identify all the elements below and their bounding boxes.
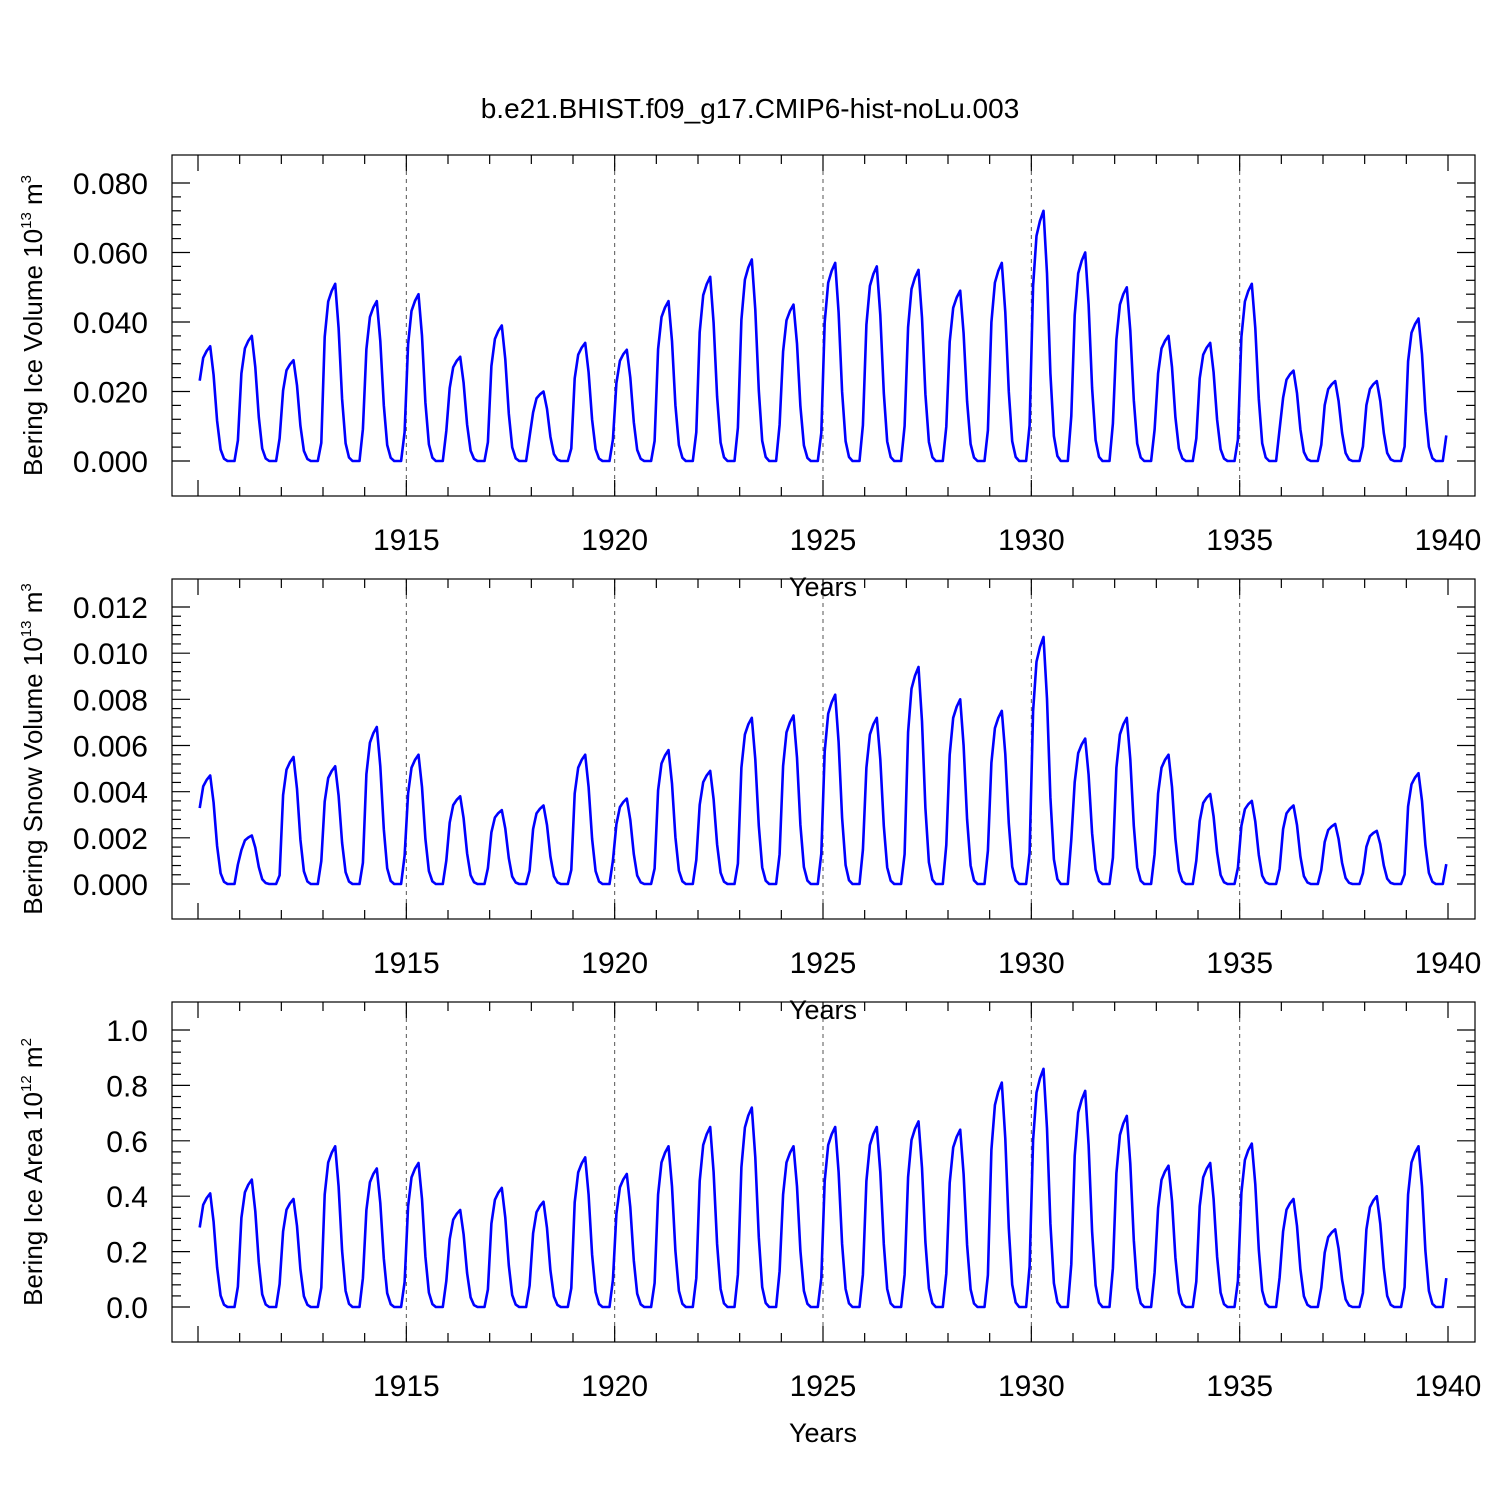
x-tick-label: 1930 bbox=[998, 947, 1065, 980]
x-tick-label: 1920 bbox=[581, 524, 648, 557]
y-tick-label: 0.000 bbox=[73, 446, 148, 479]
x-tick-label: 1915 bbox=[373, 1370, 440, 1403]
x-tick-label: 1925 bbox=[790, 524, 857, 557]
y-tick-label: 0.8 bbox=[106, 1070, 148, 1103]
x-tick-label: 1925 bbox=[790, 1370, 857, 1403]
y-tick-label: 0.6 bbox=[106, 1126, 148, 1159]
x-tick-label: 1915 bbox=[373, 524, 440, 557]
y-axis-label: Bering Ice Volume 1013 m3 bbox=[18, 175, 48, 476]
series-line bbox=[198, 1067, 1448, 1309]
series-line bbox=[198, 209, 1448, 463]
x-tick-label: 1920 bbox=[581, 947, 648, 980]
y-tick-label: 0.006 bbox=[73, 731, 148, 764]
x-tick-label: 1925 bbox=[790, 947, 857, 980]
y-tick-label: 1.0 bbox=[106, 1015, 148, 1048]
x-tick-label: 1940 bbox=[1415, 1370, 1482, 1403]
y-tick-label: 0.012 bbox=[73, 592, 148, 625]
y-tick-label: 0.040 bbox=[73, 307, 148, 340]
y-tick-label: 0.002 bbox=[73, 823, 148, 856]
x-tick-label: 1930 bbox=[998, 1370, 1065, 1403]
chart-panel-1: 0.000 0.020 0.040 0.060 0.080 1915 1920 1925 193… bbox=[18, 154, 1482, 602]
chart-panel-3: 0.0 0.2 0.4 0.6 0.8 1.0 1915 1920 1925 1930 1935 19… bbox=[18, 1001, 1482, 1448]
y-axis-label: Bering Snow Volume 1013 m3 bbox=[18, 583, 48, 914]
y-tick-label: 0.004 bbox=[73, 777, 148, 810]
y-tick-label: 0.060 bbox=[73, 238, 148, 271]
y-tick-label: 0.0 bbox=[106, 1292, 148, 1325]
x-tick-label: 1930 bbox=[998, 524, 1065, 557]
chart-panels: 0.000 0.020 0.040 0.060 0.080 1915 1920 1925 193… bbox=[18, 154, 1482, 1448]
y-axis-label: Bering Ice Area 1012 m2 bbox=[18, 1038, 48, 1306]
x-tick-label: 1915 bbox=[373, 947, 440, 980]
x-tick-label: 1935 bbox=[1206, 1370, 1273, 1403]
y-tick-label: 0.008 bbox=[73, 684, 148, 717]
x-tick-label: 1935 bbox=[1206, 524, 1273, 557]
x-tick-label: 1920 bbox=[581, 1370, 648, 1403]
y-tick-label: 0.080 bbox=[73, 168, 148, 201]
figure-title: b.e21.BHIST.f09_g17.CMIP6-hist-noLu.003 bbox=[481, 93, 1020, 124]
x-tick-label: 1935 bbox=[1206, 947, 1273, 980]
chart-panel-2: 0.000 0.002 0.004 0.006 0.008 0.010 0.012 1915 1… bbox=[18, 578, 1482, 1025]
y-tick-label: 0.000 bbox=[73, 869, 148, 902]
x-axis-label: Years bbox=[789, 1418, 857, 1448]
series-line bbox=[198, 635, 1448, 886]
y-tick-label: 0.010 bbox=[73, 638, 148, 671]
x-tick-label: 1940 bbox=[1415, 947, 1482, 980]
y-tick-label: 0.020 bbox=[73, 377, 148, 410]
y-tick-label: 0.2 bbox=[106, 1237, 148, 1270]
y-tick-label: 0.4 bbox=[106, 1181, 148, 1214]
x-tick-label: 1940 bbox=[1415, 524, 1482, 557]
